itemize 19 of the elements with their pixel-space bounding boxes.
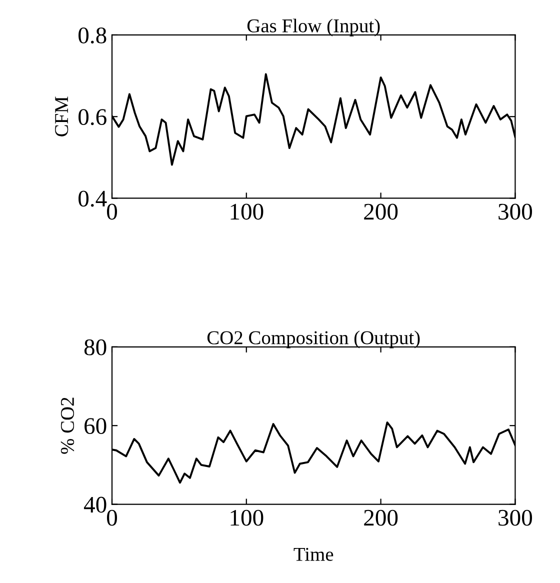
chart-title: CO2 Composition (Output) [207, 330, 420, 348]
x-axis-title: Time [294, 548, 334, 561]
y-tick-label: 0.4 [78, 190, 107, 207]
y-tick-label: 80 [84, 339, 106, 356]
x-tick-label: 200 [364, 204, 398, 220]
x-tick-label: 100 [230, 204, 264, 220]
x-tick-label: 200 [364, 510, 398, 526]
y-tick-label: 40 [84, 496, 106, 513]
y-tick-label: 0.6 [78, 109, 106, 126]
y-tick-label: 0.8 [78, 27, 106, 44]
x-tick-label: 0 [106, 510, 118, 526]
chart-title: Gas Flow (Input) [247, 18, 380, 36]
x-tick-label: 100 [230, 510, 264, 526]
y-tick-label: 60 [84, 418, 106, 434]
x-tick-label: 300 [498, 204, 532, 220]
x-tick-label: 300 [498, 510, 532, 526]
x-tick-label: 0 [106, 204, 118, 220]
y-axis-title: % CO2 [60, 398, 74, 454]
y-axis-title: CFM [55, 96, 68, 136]
